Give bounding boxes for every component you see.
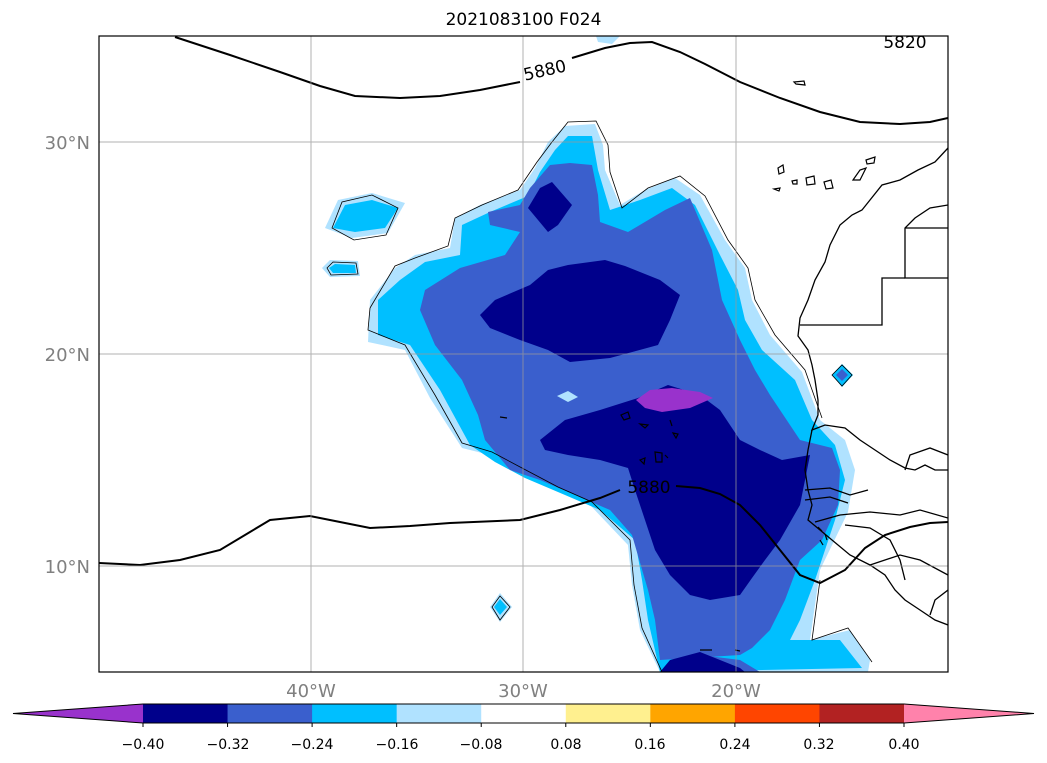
islands <box>499 80 876 652</box>
latitude-labels: 30°N 20°N 10°N <box>45 133 90 578</box>
map-area: 5880 5880 5820 <box>99 33 948 672</box>
colorbar-extend-low <box>13 704 143 723</box>
height-contours <box>99 36 948 585</box>
lon-label-30w: 30°W <box>498 681 548 702</box>
colorbar-segment <box>650 704 736 723</box>
lon-label-40w: 40°W <box>286 681 336 702</box>
filled-contour-dark-blue <box>480 182 810 672</box>
colorbar-label-4: −0.08 <box>460 737 503 753</box>
colorbar-segment <box>227 704 313 723</box>
colorbar-label-0: −0.40 <box>122 737 165 753</box>
colorbar-segment <box>819 704 905 723</box>
colorbar-ticks <box>142 723 905 727</box>
colorbar-label-8: 0.32 <box>803 737 834 753</box>
colorbar-segment <box>481 704 567 723</box>
colorbar-segments <box>12 703 1035 724</box>
colorbar-segment <box>734 704 820 723</box>
gridlines <box>99 36 948 672</box>
colorbar-label-5: 0.08 <box>550 737 581 753</box>
colorbar-extend-high <box>904 704 1034 723</box>
colorbar-label-9: 0.40 <box>888 737 919 753</box>
lat-label-10n: 10°N <box>45 557 90 578</box>
longitude-labels: 40°W 30°W 20°W <box>286 681 761 702</box>
lat-label-20n: 20°N <box>45 345 90 366</box>
colorbar-label-6: 0.16 <box>634 737 665 753</box>
colorbar-label-2: −0.24 <box>291 737 334 753</box>
contour-label-5880-top: 5880 <box>522 56 569 85</box>
filled-contour-dark-orchid <box>636 388 713 412</box>
lon-label-20w: 20°W <box>711 681 761 702</box>
filled-contour-small-patch <box>557 391 578 402</box>
colorbar: −0.40 −0.32 −0.24 −0.16 −0.08 0.08 0.16 … <box>12 703 1035 753</box>
contour-label-5880-bottom: 5880 <box>627 478 670 498</box>
colorbar-segment <box>143 704 229 723</box>
thin-contour-lines <box>326 120 873 672</box>
colorbar-segment <box>565 704 651 723</box>
map-title: 2021083100 F024 <box>445 10 602 30</box>
contour-label-5820: 5820 <box>883 33 926 53</box>
colorbar-label-3: −0.16 <box>376 737 419 753</box>
colorbar-segment <box>312 704 398 723</box>
colorbar-segment <box>396 704 482 723</box>
coastlines <box>797 147 948 626</box>
colorbar-label-7: 0.24 <box>719 737 750 753</box>
map-frame <box>98 35 949 673</box>
lat-label-30n: 30°N <box>45 133 90 154</box>
colorbar-label-1: −0.32 <box>207 737 250 753</box>
